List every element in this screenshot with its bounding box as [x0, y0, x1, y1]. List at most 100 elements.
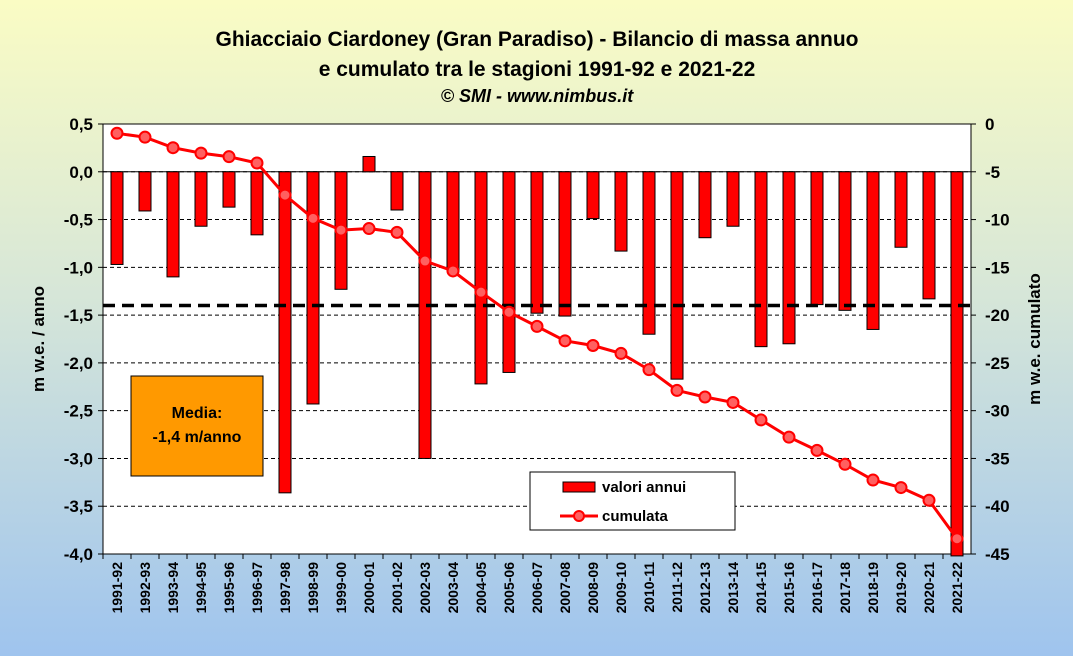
left-tick-label: -3,0	[64, 449, 93, 468]
right-tick-label: -10	[985, 211, 1010, 230]
x-tick-label: 1997-98	[277, 562, 293, 614]
x-tick-label: 2008-09	[585, 562, 601, 614]
right-tick-label: -25	[985, 354, 1010, 373]
right-axis-ticks: 0 -5 -10 -15 -20 -25 -30 -35 -40 -45	[971, 115, 1010, 564]
bar	[558, 171, 572, 317]
legend-label-bars: valori annui	[602, 479, 686, 496]
right-tick-label: -40	[985, 497, 1010, 516]
x-tick-label: 1992-93	[137, 562, 153, 614]
bar	[670, 171, 684, 380]
bar	[194, 171, 208, 227]
cumulative-point	[810, 443, 824, 457]
cumulative-point	[726, 395, 740, 409]
x-tick-label: 2003-04	[445, 562, 461, 614]
cumulative-point	[362, 222, 376, 236]
left-tick-label: -4,0	[64, 545, 93, 564]
bar	[110, 171, 124, 265]
x-tick-label: 1996-97	[249, 562, 265, 614]
x-tick-label: 1991-92	[109, 562, 125, 614]
bar	[390, 171, 404, 211]
cumulative-point	[866, 473, 880, 487]
bar	[166, 171, 180, 278]
x-tick-label: 1993-94	[165, 562, 181, 614]
left-tick-label: 0,0	[69, 163, 93, 182]
bar	[474, 171, 488, 385]
x-tick-label: 2020-21	[921, 562, 937, 614]
left-tick-label: -2,0	[64, 354, 93, 373]
x-tick-label: 1998-99	[305, 562, 321, 614]
right-tick-label: -20	[985, 306, 1010, 325]
left-tick-label: -3,5	[64, 497, 93, 516]
left-axis-label: m w.e. / anno	[29, 286, 48, 392]
bar	[894, 171, 908, 248]
bar	[502, 171, 516, 373]
left-tick-label: -0,5	[64, 211, 93, 230]
cumulative-point	[502, 305, 516, 319]
x-tick-label: 2018-19	[865, 562, 881, 614]
x-tick-label: 2012-13	[697, 562, 713, 614]
cumulative-point	[138, 130, 152, 144]
x-tick-label: 1994-95	[193, 562, 209, 614]
x-tick-label: 2004-05	[473, 562, 489, 614]
bar	[250, 171, 264, 236]
left-tick-label: 0,5	[69, 115, 93, 134]
bar	[446, 171, 460, 272]
legend: valori annui cumulata	[529, 471, 736, 531]
bar	[222, 171, 236, 208]
cumulative-point	[558, 334, 572, 348]
cumulative-point	[586, 338, 600, 352]
cumulative-point	[894, 481, 908, 495]
cumulative-point	[194, 146, 208, 160]
x-tick-label: 2014-15	[753, 562, 769, 614]
x-tick-label: 2011-12	[669, 562, 685, 613]
x-tick-label: 2021-22	[949, 562, 965, 614]
x-tick-label: 2017-18	[837, 562, 853, 614]
bar	[698, 171, 712, 239]
bar	[838, 171, 852, 311]
bar	[418, 171, 432, 459]
legend-box	[529, 471, 736, 531]
legend-label-line: cumulata	[602, 508, 669, 525]
right-tick-label: -5	[985, 163, 1000, 182]
mean-annotation-box	[130, 375, 264, 477]
cumulative-point	[446, 264, 460, 278]
bar	[138, 171, 152, 212]
x-tick-label: 2016-17	[809, 562, 825, 614]
chart-title-line2: e cumulato tra le stagioni 1991-92 e 202…	[319, 58, 756, 81]
bar	[950, 171, 964, 557]
x-tick-label: 2009-10	[613, 562, 629, 614]
x-tick-label: 2001-02	[389, 562, 405, 614]
bar	[278, 171, 292, 494]
cumulative-points	[110, 126, 964, 546]
x-tick-label: 2002-03	[417, 562, 433, 614]
bar	[642, 171, 656, 335]
bar	[614, 171, 628, 252]
annual-bars	[110, 155, 964, 557]
bar	[810, 171, 824, 306]
left-axis-ticks: 0,5 0,0 -0,5 -1,0 -1,5 -2,0 -2,5 -3,0 -3,5 -4,0	[64, 115, 103, 564]
mean-annotation-line2: -1,4 m/anno	[153, 429, 242, 446]
bar	[782, 171, 796, 345]
bar	[530, 171, 544, 314]
cumulative-point	[922, 493, 936, 507]
right-tick-label: -30	[985, 402, 1010, 421]
chart-title-line1: Ghiacciaio Ciardoney (Gran Paradiso) - B…	[215, 28, 858, 51]
cumulative-point	[530, 319, 544, 333]
bar	[586, 171, 600, 220]
x-tick-label: 2005-06	[501, 562, 517, 614]
cumulative-point	[390, 225, 404, 239]
x-tick-label: 2019-20	[893, 562, 909, 614]
cumulative-point	[642, 363, 656, 377]
cumulative-point	[250, 156, 264, 170]
cumulative-point	[278, 188, 292, 202]
legend-bar-swatch	[562, 481, 596, 493]
x-axis-ticks: 1991-92 1992-93 1993-94 1994-95 1995-96 1996-…	[102, 554, 965, 614]
left-tick-label: -1,5	[64, 306, 93, 325]
chart-subtitle: © SMI - www.nimbus.it	[441, 86, 635, 106]
x-tick-label: 2000-01	[361, 562, 377, 614]
mean-annotation: Media: -1,4 m/anno	[130, 375, 264, 477]
cumulative-point	[838, 457, 852, 471]
bar	[362, 155, 376, 173]
left-tick-label: -1,0	[64, 258, 93, 277]
bar	[866, 171, 880, 330]
